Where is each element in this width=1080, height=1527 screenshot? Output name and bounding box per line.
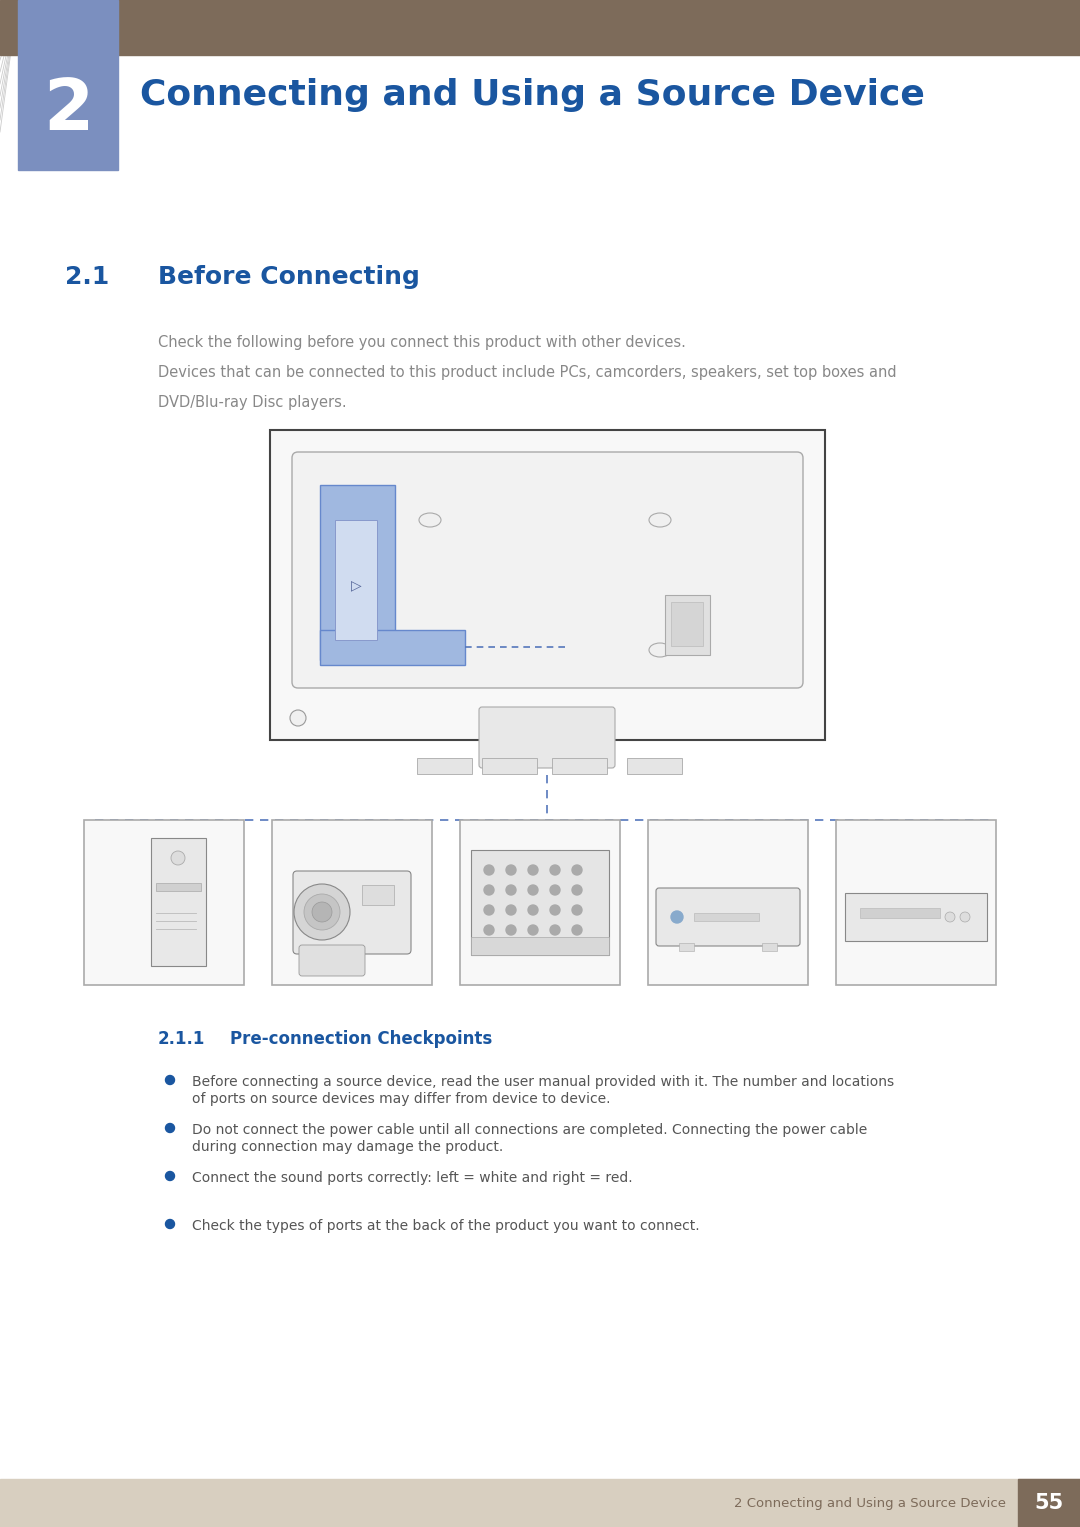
Circle shape (165, 1220, 175, 1229)
Bar (335, 521, 377, 640)
Bar (460, 820, 620, 985)
FancyBboxPatch shape (299, 945, 365, 976)
Bar (627, 757, 681, 774)
Bar (1018, 1480, 1080, 1527)
Bar (270, 431, 825, 741)
Text: DVD/Blu-ray Disc players.: DVD/Blu-ray Disc players. (158, 395, 347, 411)
Text: Connecting and Using a Source Device: Connecting and Using a Source Device (140, 78, 924, 111)
Bar (482, 757, 537, 774)
Circle shape (165, 1075, 175, 1084)
Text: 2.1.1: 2.1.1 (158, 1031, 205, 1048)
Bar (151, 838, 206, 967)
Circle shape (572, 906, 582, 915)
Circle shape (550, 864, 561, 875)
Circle shape (528, 886, 538, 895)
Bar (648, 820, 808, 985)
Text: Do not connect the power cable until all connections are completed. Connecting t: Do not connect the power cable until all… (192, 1122, 867, 1138)
Circle shape (550, 906, 561, 915)
Circle shape (484, 864, 494, 875)
Text: Before Connecting: Before Connecting (158, 266, 420, 289)
Circle shape (303, 893, 340, 930)
Circle shape (484, 925, 494, 935)
Circle shape (291, 710, 306, 725)
Bar (552, 757, 607, 774)
Ellipse shape (649, 513, 671, 527)
Text: during connection may damage the product.: during connection may damage the product… (192, 1139, 503, 1153)
Bar (156, 883, 201, 890)
Bar (0, 0, 1080, 55)
Circle shape (550, 925, 561, 935)
Bar (84, 820, 244, 985)
Circle shape (507, 886, 516, 895)
Bar (471, 938, 609, 954)
Circle shape (960, 912, 970, 922)
Circle shape (528, 906, 538, 915)
Text: Check the types of ports at the back of the product you want to connect.: Check the types of ports at the back of … (192, 1219, 700, 1232)
Text: of ports on source devices may differ from device to device.: of ports on source devices may differ fr… (192, 1092, 610, 1106)
Circle shape (507, 864, 516, 875)
Circle shape (528, 864, 538, 875)
Circle shape (572, 864, 582, 875)
Bar (671, 602, 703, 646)
FancyBboxPatch shape (292, 452, 804, 689)
Circle shape (165, 1171, 175, 1180)
Circle shape (507, 925, 516, 935)
Bar (836, 820, 996, 985)
Text: Check the following before you connect this product with other devices.: Check the following before you connect t… (158, 334, 686, 350)
Bar (320, 486, 395, 660)
Bar (417, 757, 472, 774)
Text: Connect the sound ports correctly: left = white and right = red.: Connect the sound ports correctly: left … (192, 1171, 633, 1185)
Bar (845, 893, 987, 941)
Bar (320, 631, 465, 664)
Bar (471, 851, 609, 954)
Circle shape (550, 886, 561, 895)
Bar (0, 1480, 1080, 1527)
Circle shape (294, 884, 350, 941)
Text: 2 Connecting and Using a Source Device: 2 Connecting and Using a Source Device (734, 1496, 1005, 1510)
Bar (860, 909, 940, 918)
Circle shape (572, 925, 582, 935)
Text: Pre-connection Checkpoints: Pre-connection Checkpoints (230, 1031, 492, 1048)
Bar (665, 596, 710, 655)
Text: 2: 2 (43, 75, 93, 145)
Circle shape (165, 1124, 175, 1133)
Bar (762, 944, 777, 951)
Circle shape (671, 912, 683, 922)
Text: Devices that can be connected to this product include PCs, camcorders, speakers,: Devices that can be connected to this pr… (158, 365, 896, 380)
Bar (18, 0, 118, 169)
Circle shape (528, 925, 538, 935)
Circle shape (171, 851, 185, 864)
Bar (679, 944, 694, 951)
Circle shape (484, 886, 494, 895)
Text: 55: 55 (1035, 1493, 1064, 1513)
Text: 2.1: 2.1 (65, 266, 109, 289)
Ellipse shape (649, 643, 671, 657)
Circle shape (312, 902, 332, 922)
FancyBboxPatch shape (293, 870, 411, 954)
Circle shape (945, 912, 955, 922)
Ellipse shape (419, 643, 441, 657)
Circle shape (572, 886, 582, 895)
FancyBboxPatch shape (480, 707, 615, 768)
Text: Before connecting a source device, read the user manual provided with it. The nu: Before connecting a source device, read … (192, 1075, 894, 1089)
Bar (362, 886, 394, 906)
Bar (694, 913, 759, 921)
FancyBboxPatch shape (656, 889, 800, 947)
Text: ▷: ▷ (351, 579, 362, 592)
Bar (272, 820, 432, 985)
Circle shape (507, 906, 516, 915)
Circle shape (484, 906, 494, 915)
Ellipse shape (419, 513, 441, 527)
